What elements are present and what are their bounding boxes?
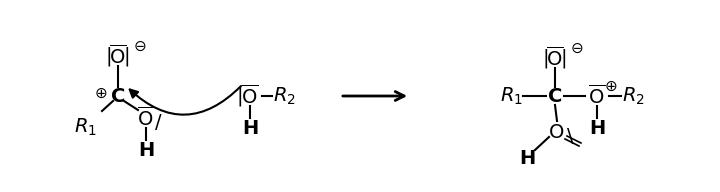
- FancyArrowPatch shape: [130, 86, 241, 115]
- Text: $\oplus$: $\oplus$: [604, 79, 618, 94]
- Text: $R_1$: $R_1$: [500, 85, 523, 107]
- Text: H: H: [519, 148, 535, 167]
- Text: |: |: [561, 48, 567, 68]
- Text: C: C: [548, 87, 562, 105]
- Text: $R_1$: $R_1$: [73, 116, 96, 138]
- Text: $\overline{\mathrm{O}}$: $\overline{\mathrm{O}}$: [138, 106, 155, 130]
- Text: $R_2$: $R_2$: [621, 85, 644, 107]
- Text: $\ominus$: $\ominus$: [570, 41, 584, 55]
- Text: |: |: [106, 46, 112, 66]
- Text: $\overline{\mathrm{O}}$: $\overline{\mathrm{O}}$: [588, 84, 606, 108]
- Text: H: H: [589, 118, 605, 137]
- Text: $\oplus$: $\oplus$: [94, 85, 108, 100]
- Text: |: |: [124, 46, 130, 66]
- Text: \: \: [567, 127, 573, 146]
- Text: |: |: [543, 48, 549, 68]
- Text: $\overline{\mathrm{O}}$: $\overline{\mathrm{O}}$: [546, 46, 564, 70]
- Text: $R_2$: $R_2$: [273, 85, 295, 107]
- Text: H: H: [138, 141, 154, 160]
- Text: |: |: [237, 86, 243, 106]
- Text: O: O: [549, 122, 564, 142]
- Text: /: /: [155, 113, 161, 132]
- Text: $\overline{\mathrm{O}}$: $\overline{\mathrm{O}}$: [241, 84, 258, 108]
- Text: $\ominus$: $\ominus$: [133, 39, 147, 54]
- Text: C: C: [111, 87, 125, 105]
- Text: $\overline{\mathrm{O}}$: $\overline{\mathrm{O}}$: [109, 44, 127, 68]
- Text: H: H: [242, 118, 258, 137]
